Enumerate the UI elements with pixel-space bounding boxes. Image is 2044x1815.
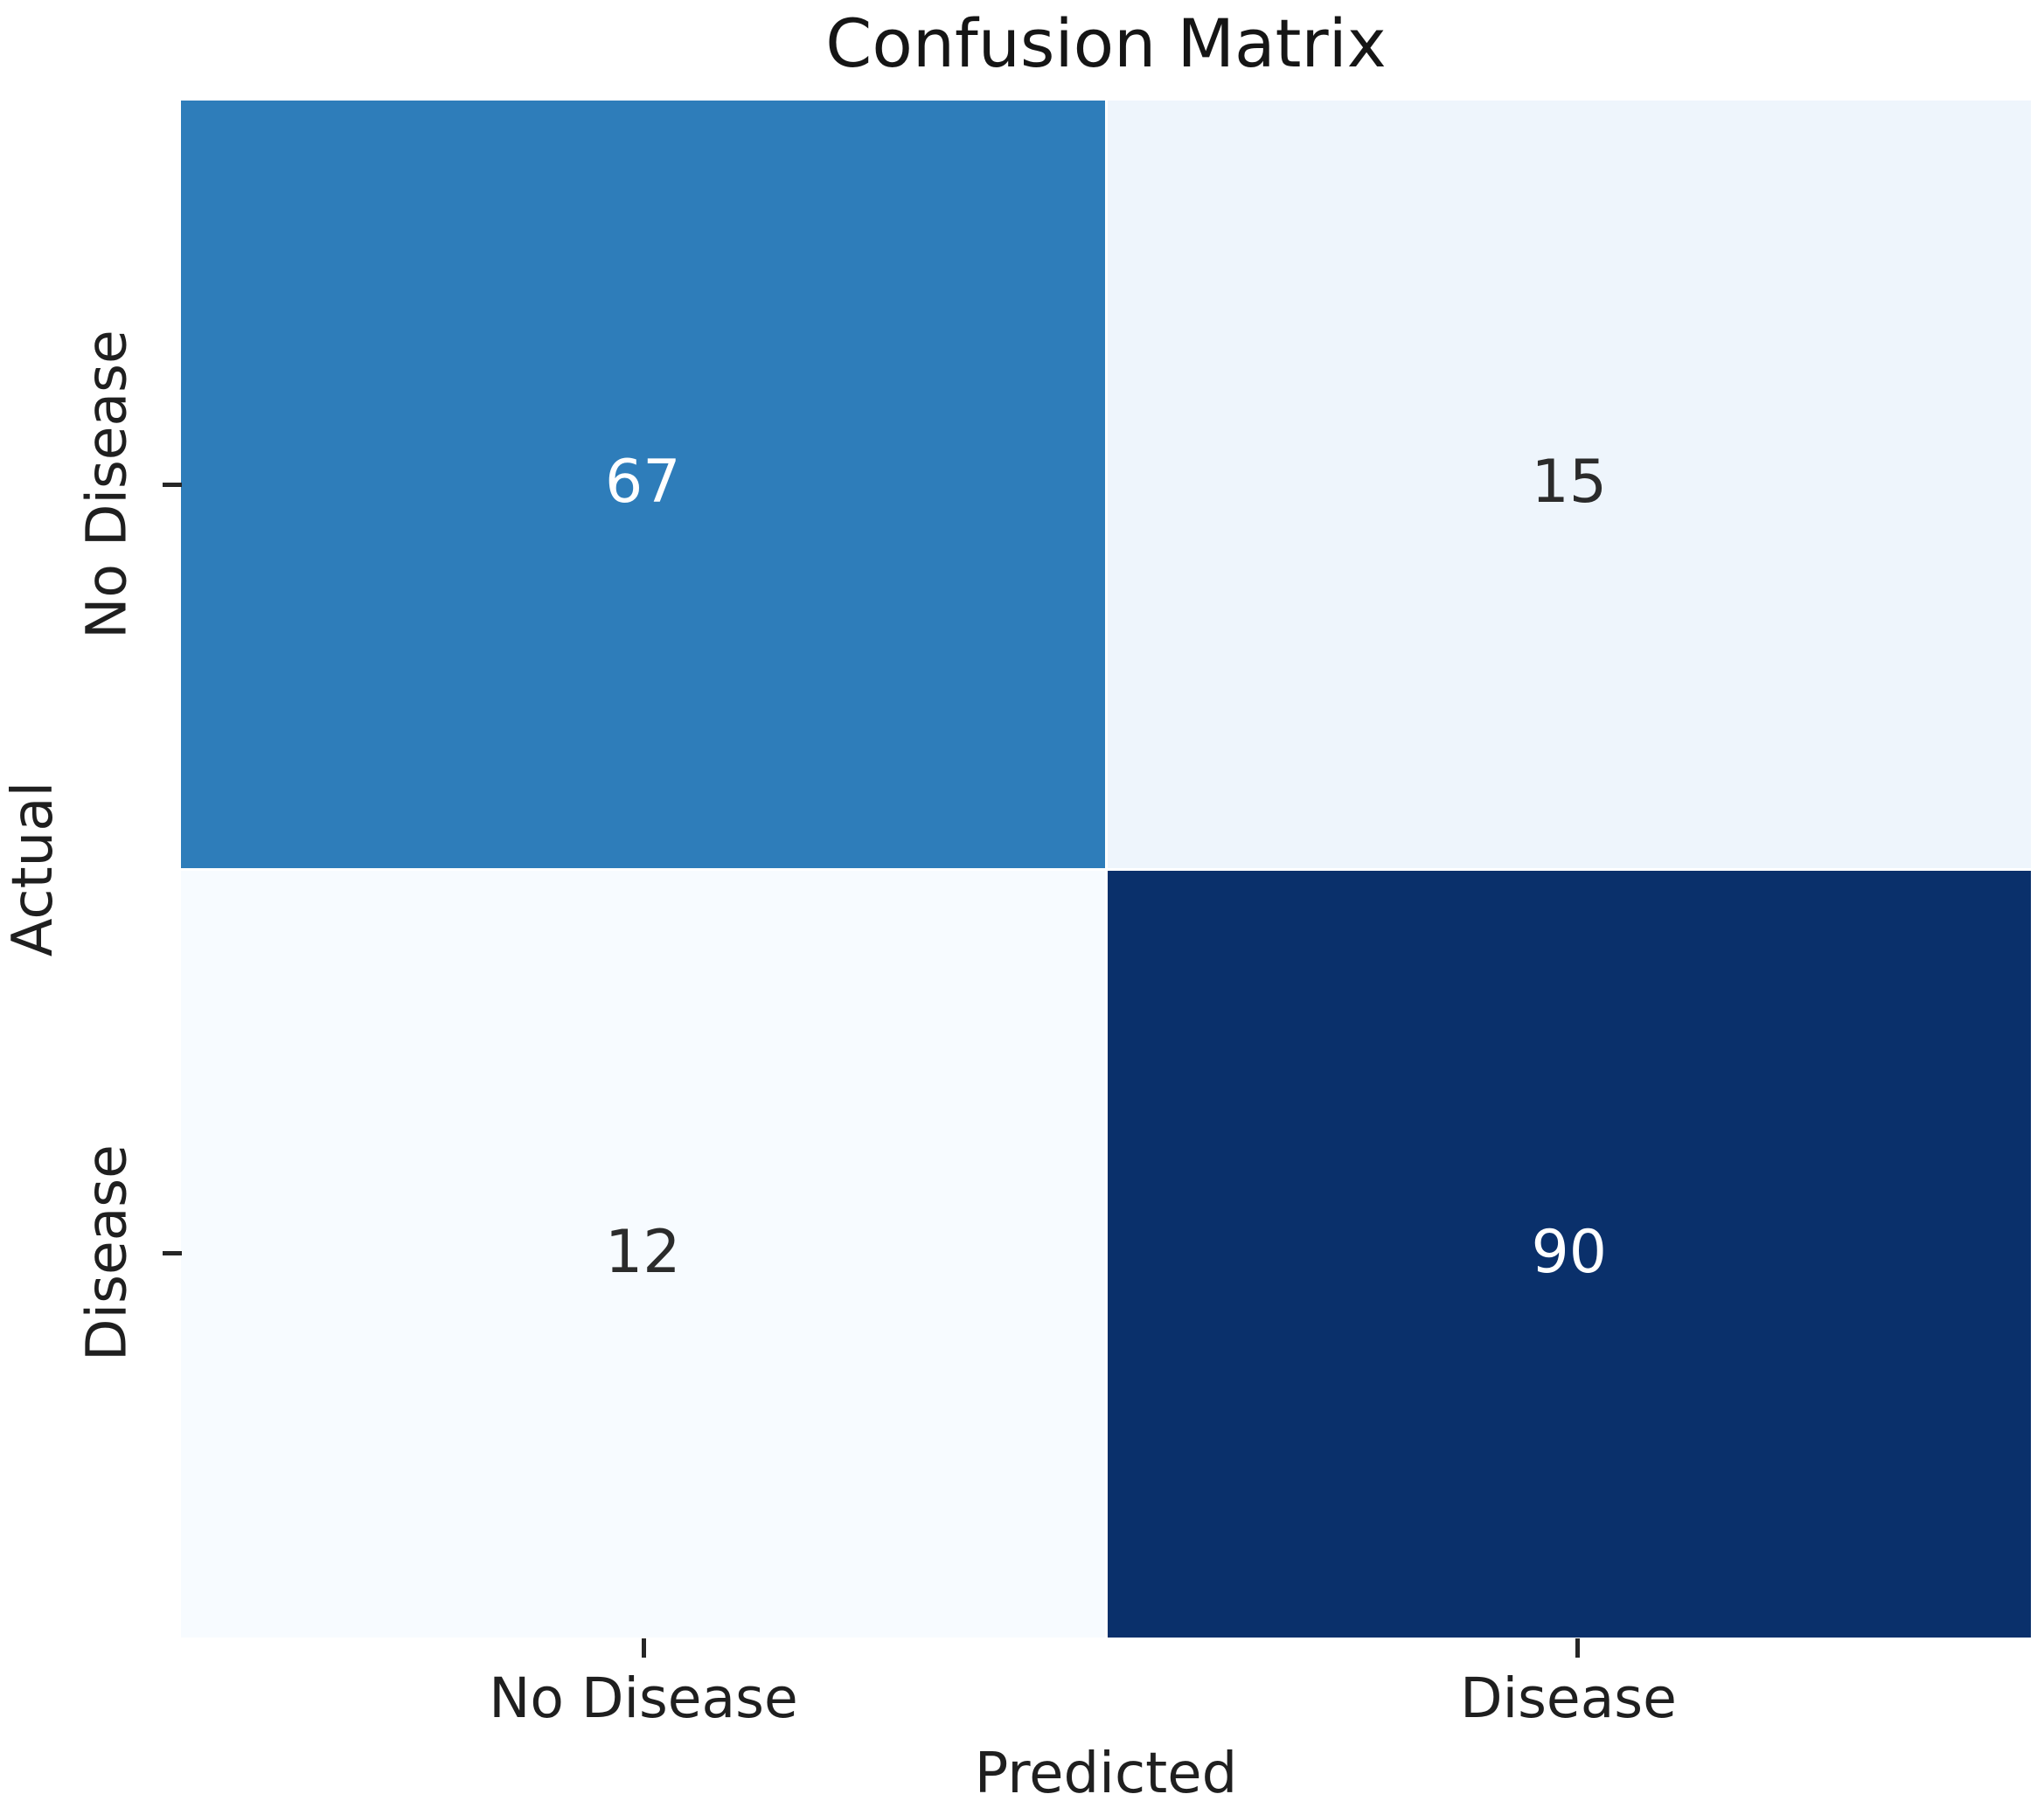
- cell-value: 90: [1531, 1217, 1608, 1287]
- y-tick-label-no-disease: No Disease: [74, 330, 139, 639]
- heatmap-grid: 67 15 12 90: [181, 101, 2031, 1638]
- y-tick-mark-disease: [163, 1251, 182, 1255]
- cell-actual-nodisease-pred-nodisease: 67: [181, 101, 1105, 868]
- x-tick-mark-no-disease: [642, 1638, 646, 1658]
- cell-value: 67: [604, 448, 681, 518]
- x-tick-mark-disease: [1575, 1638, 1580, 1658]
- cell-actual-disease-pred-nodisease: 12: [181, 870, 1105, 1638]
- chart-title: Confusion Matrix: [825, 4, 1387, 82]
- cell-value: 15: [1531, 448, 1608, 518]
- y-tick-mark-no-disease: [163, 483, 182, 487]
- x-tick-label-disease: Disease: [1460, 1666, 1677, 1730]
- x-tick-label-no-disease: No Disease: [489, 1666, 798, 1730]
- y-tick-label-disease: Disease: [74, 1144, 139, 1361]
- cell-actual-nodisease-pred-disease: 15: [1107, 101, 2031, 868]
- y-axis-label: Actual: [1, 781, 66, 957]
- cell-value: 12: [604, 1217, 681, 1287]
- x-axis-label: Predicted: [974, 1742, 1238, 1806]
- cell-actual-disease-pred-disease: 90: [1107, 870, 2031, 1638]
